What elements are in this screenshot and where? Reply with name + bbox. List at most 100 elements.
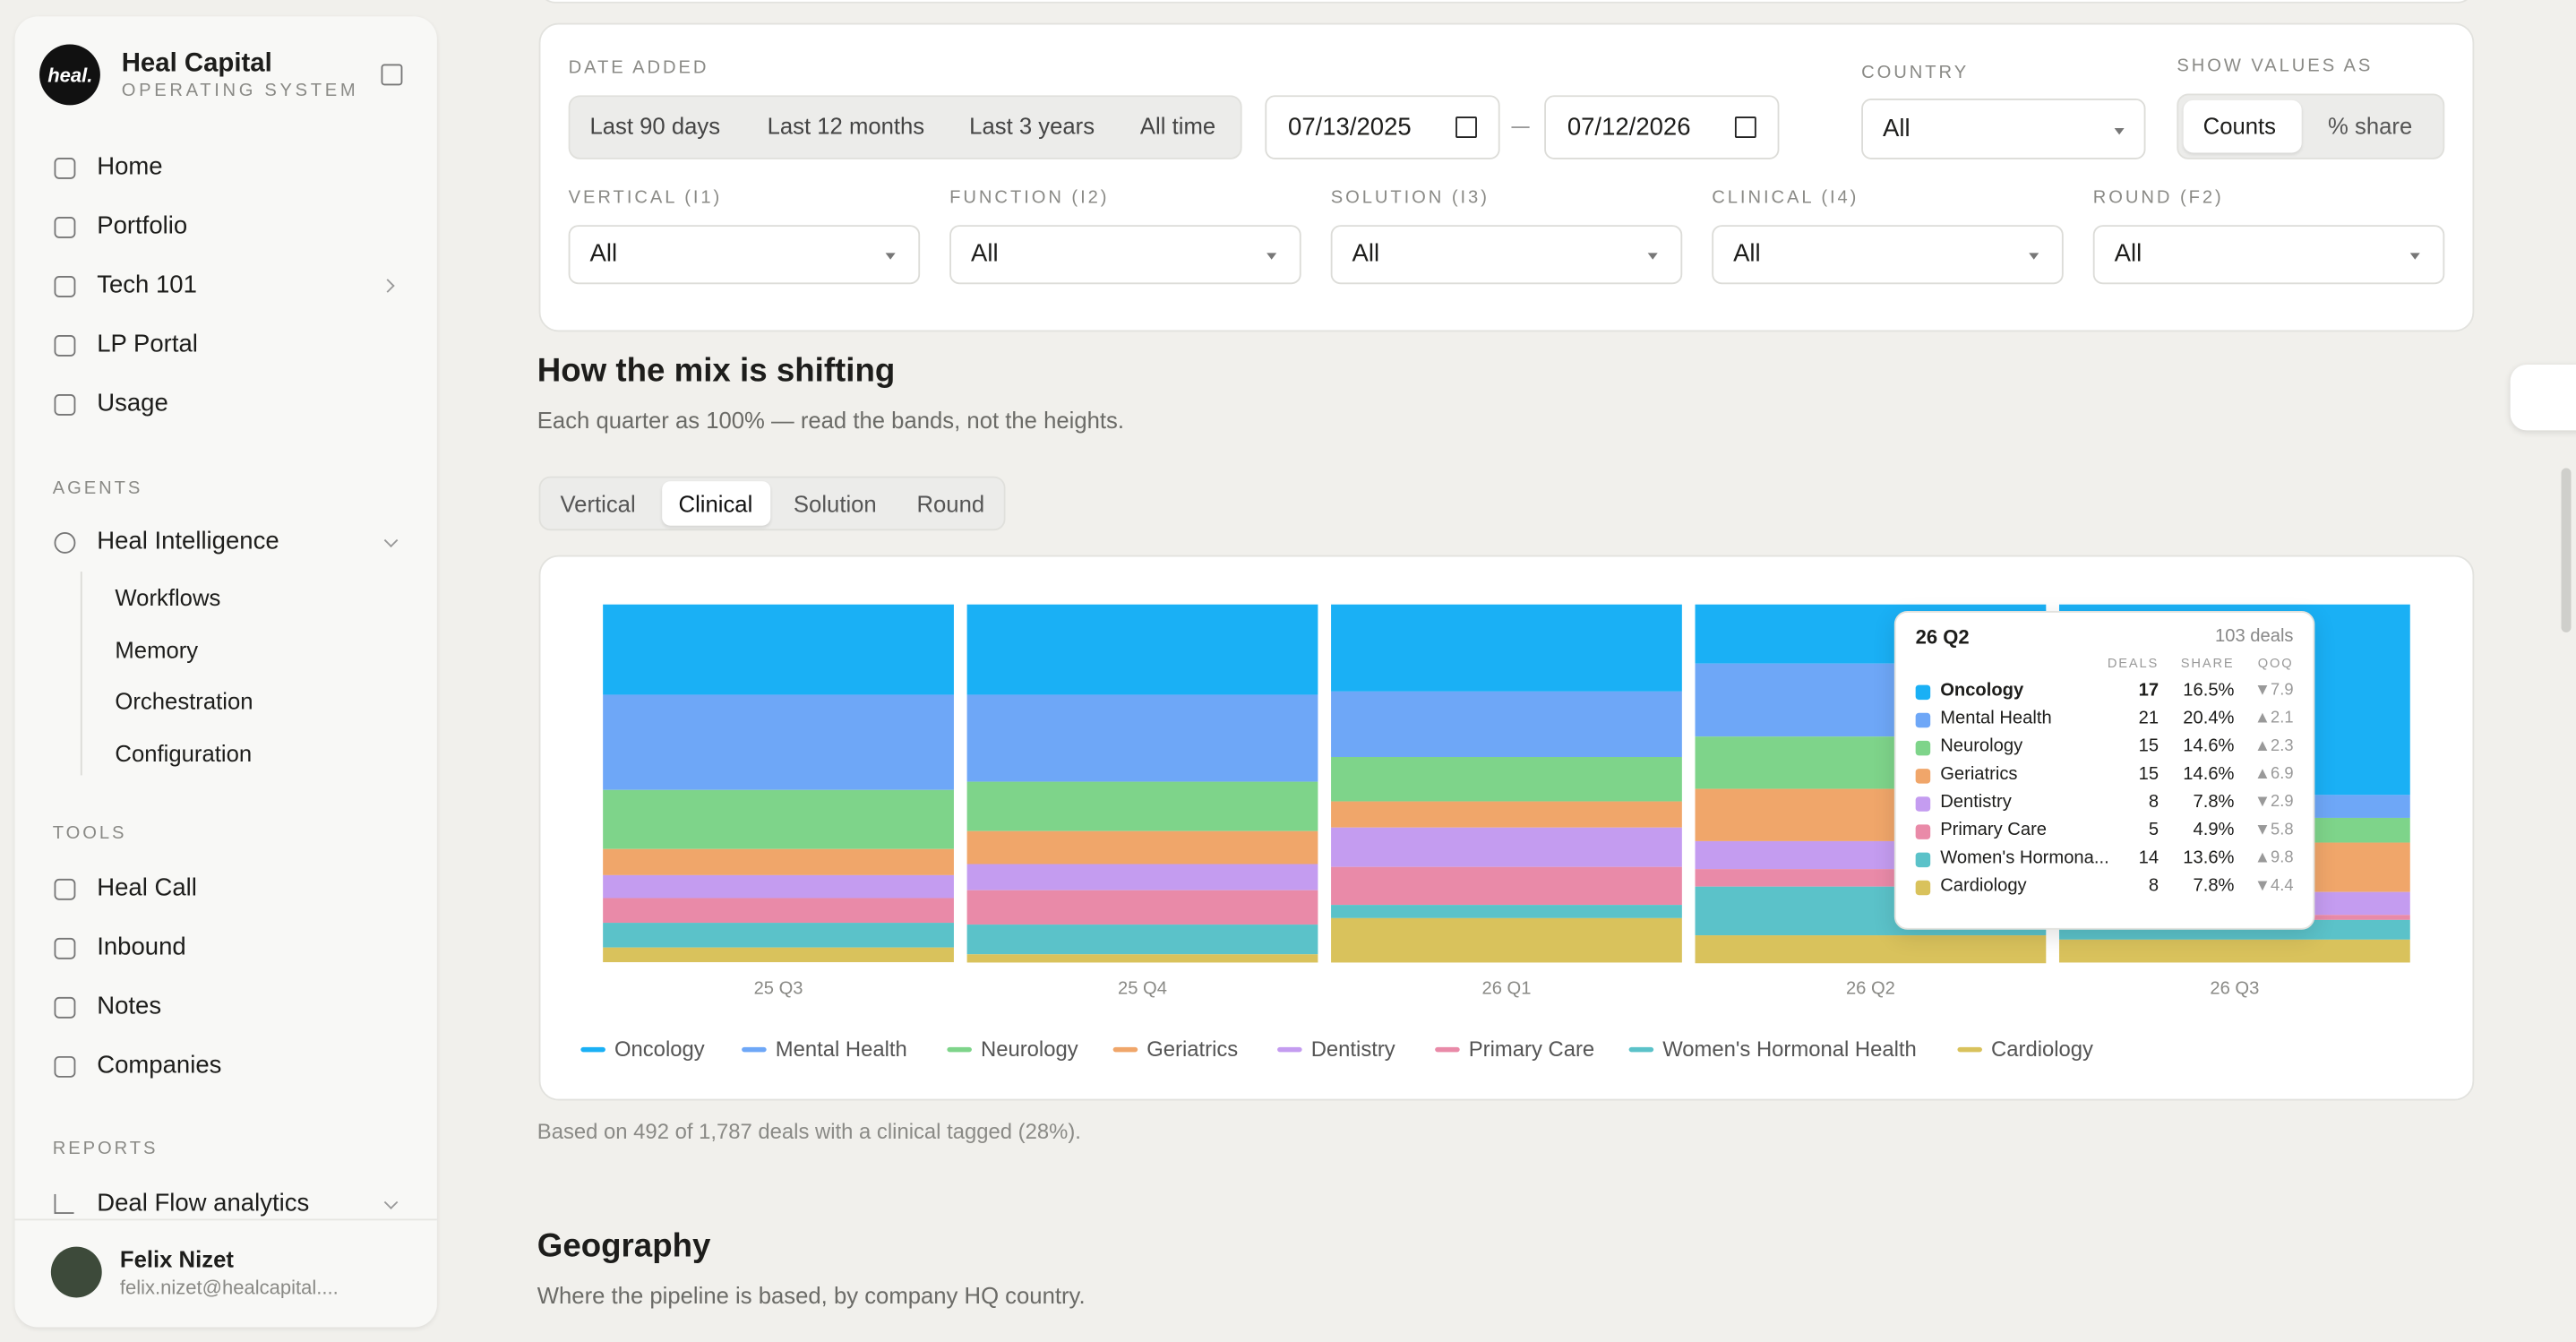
tooltip-swatch bbox=[1915, 684, 1931, 700]
nav-item[interactable]: Deal Flow analytics bbox=[97, 1189, 310, 1217]
footnote: Based on 492 of 1,787 deals with a clini… bbox=[537, 1118, 1081, 1144]
section-heading: TOOLS bbox=[52, 823, 127, 844]
nav-item[interactable]: Tech 101 bbox=[97, 271, 197, 299]
caret bbox=[2114, 128, 2125, 135]
bar-segment bbox=[2058, 939, 2410, 963]
bar-segment bbox=[603, 848, 954, 875]
date-input[interactable] bbox=[1265, 95, 1500, 159]
select-value: All bbox=[1733, 239, 1761, 268]
tooltip-qoq: ▲6.9 bbox=[2254, 765, 2294, 784]
sub-nav-item[interactable]: Configuration bbox=[115, 740, 253, 767]
nav-item[interactable]: Notes bbox=[97, 992, 162, 1020]
nav-icon bbox=[54, 996, 76, 1019]
logo bbox=[39, 44, 100, 106]
dropdown[interactable] bbox=[1330, 225, 1683, 285]
tooltip-swatch bbox=[1915, 879, 1931, 895]
tab[interactable]: Vertical bbox=[560, 490, 636, 517]
nav-item[interactable]: Portfolio bbox=[97, 211, 188, 240]
tab[interactable]: Solution bbox=[793, 490, 877, 517]
date-input[interactable] bbox=[1544, 95, 1780, 159]
preset[interactable]: Last 3 years bbox=[969, 112, 1095, 140]
tooltip-share: 7.8% bbox=[2193, 876, 2235, 897]
tooltip-name: Primary Care bbox=[1940, 820, 2048, 840]
legend-label: Geriatrics bbox=[1146, 1037, 1238, 1062]
filter-label: SOLUTION (I3) bbox=[1330, 187, 1490, 208]
tooltip-name: Oncology bbox=[1940, 680, 2024, 701]
nav-item[interactable]: Heal Call bbox=[97, 873, 197, 902]
scrollbar[interactable] bbox=[2561, 468, 2572, 632]
caret bbox=[2409, 253, 2420, 260]
nav-item[interactable]: LP Portal bbox=[97, 330, 198, 358]
tooltip-swatch bbox=[1915, 711, 1931, 727]
preset[interactable]: All time bbox=[1139, 112, 1216, 140]
nav-item[interactable]: Home bbox=[97, 152, 163, 181]
tab[interactable]: Round bbox=[916, 490, 985, 517]
tooltip-swatch bbox=[1915, 851, 1931, 867]
filter-label: DATE ADDED bbox=[568, 57, 709, 78]
bar-segment bbox=[1331, 866, 1682, 906]
top-card bbox=[538, 0, 2475, 4]
nav-item[interactable]: Heal Intelligence bbox=[97, 527, 279, 555]
nav-item[interactable]: Companies bbox=[97, 1051, 222, 1080]
caret bbox=[1647, 253, 1658, 260]
nav-icon bbox=[54, 276, 76, 297]
bar-segment bbox=[1331, 604, 1682, 692]
legend-label: Dentistry bbox=[1311, 1037, 1395, 1062]
tooltip-deals-value: 15 bbox=[2138, 764, 2160, 785]
section-subtitle: Where the pipeline is based, by company … bbox=[537, 1282, 1086, 1309]
select-value: All bbox=[1352, 239, 1380, 268]
bar-segment bbox=[603, 694, 954, 790]
user-name: Felix Nizet bbox=[119, 1245, 234, 1273]
nav-icon bbox=[54, 217, 76, 238]
bar-segment bbox=[1331, 801, 1682, 828]
nav-item[interactable]: Inbound bbox=[97, 933, 186, 961]
sub-nav-item[interactable]: Memory bbox=[115, 636, 199, 664]
dropdown[interactable] bbox=[1712, 225, 2064, 285]
select-value: All bbox=[2114, 239, 2142, 268]
bar-segment bbox=[966, 604, 1318, 695]
toggle-option[interactable]: % share bbox=[2328, 112, 2413, 140]
legend-label: Oncology bbox=[614, 1037, 705, 1062]
dropdown[interactable] bbox=[568, 225, 921, 285]
preset[interactable]: Last 90 days bbox=[589, 112, 721, 140]
tooltip-deals-value: 15 bbox=[2138, 736, 2160, 757]
nav-icon bbox=[54, 335, 76, 357]
tab[interactable]: Clinical bbox=[678, 490, 753, 517]
select-value: All bbox=[971, 239, 999, 268]
legend-label: Women's Hormonal Health bbox=[1662, 1037, 1917, 1062]
assistant-button[interactable] bbox=[2510, 365, 2576, 431]
toggle-active bbox=[2183, 99, 2302, 153]
section-title: Geography bbox=[537, 1228, 711, 1265]
select-value: All bbox=[589, 239, 618, 268]
nav-icon bbox=[54, 532, 76, 554]
tooltip-deals-value: 5 bbox=[2148, 820, 2160, 840]
avatar bbox=[50, 1246, 102, 1298]
tooltip bbox=[1893, 611, 2315, 930]
tooltip-share: 4.9% bbox=[2193, 820, 2235, 840]
collapse-icon bbox=[381, 64, 403, 86]
nav-icon bbox=[54, 937, 76, 959]
bar-segment bbox=[1331, 757, 1682, 802]
tooltip-share: 20.4% bbox=[2183, 708, 2235, 728]
dropdown[interactable] bbox=[2092, 225, 2445, 285]
tooltip-deals-value: 14 bbox=[2138, 847, 2160, 868]
sub-nav-item[interactable]: Orchestration bbox=[115, 687, 253, 714]
divider bbox=[14, 1218, 437, 1221]
sub-nav-item[interactable]: Workflows bbox=[115, 583, 221, 611]
x-tick-label: 25 Q3 bbox=[754, 978, 803, 998]
caret bbox=[885, 253, 896, 260]
tooltip-swatch bbox=[1915, 739, 1931, 755]
tooltip-share: 16.5% bbox=[2183, 680, 2235, 701]
bar-segment bbox=[966, 830, 1318, 865]
nav-item[interactable]: Usage bbox=[97, 389, 168, 417]
tooltip-qoq: ▲9.8 bbox=[2254, 848, 2294, 868]
tooltip-qoq: ▲2.3 bbox=[2254, 737, 2294, 756]
nav-icon bbox=[54, 878, 76, 900]
filter-label: SHOW VALUES AS bbox=[2177, 56, 2374, 77]
dropdown[interactable] bbox=[949, 225, 1301, 285]
toggle-option[interactable]: Counts bbox=[2202, 112, 2277, 140]
country-select[interactable] bbox=[1861, 99, 2146, 159]
preset[interactable]: Last 12 months bbox=[767, 112, 925, 140]
filter-label: FUNCTION (I2) bbox=[949, 187, 1110, 208]
